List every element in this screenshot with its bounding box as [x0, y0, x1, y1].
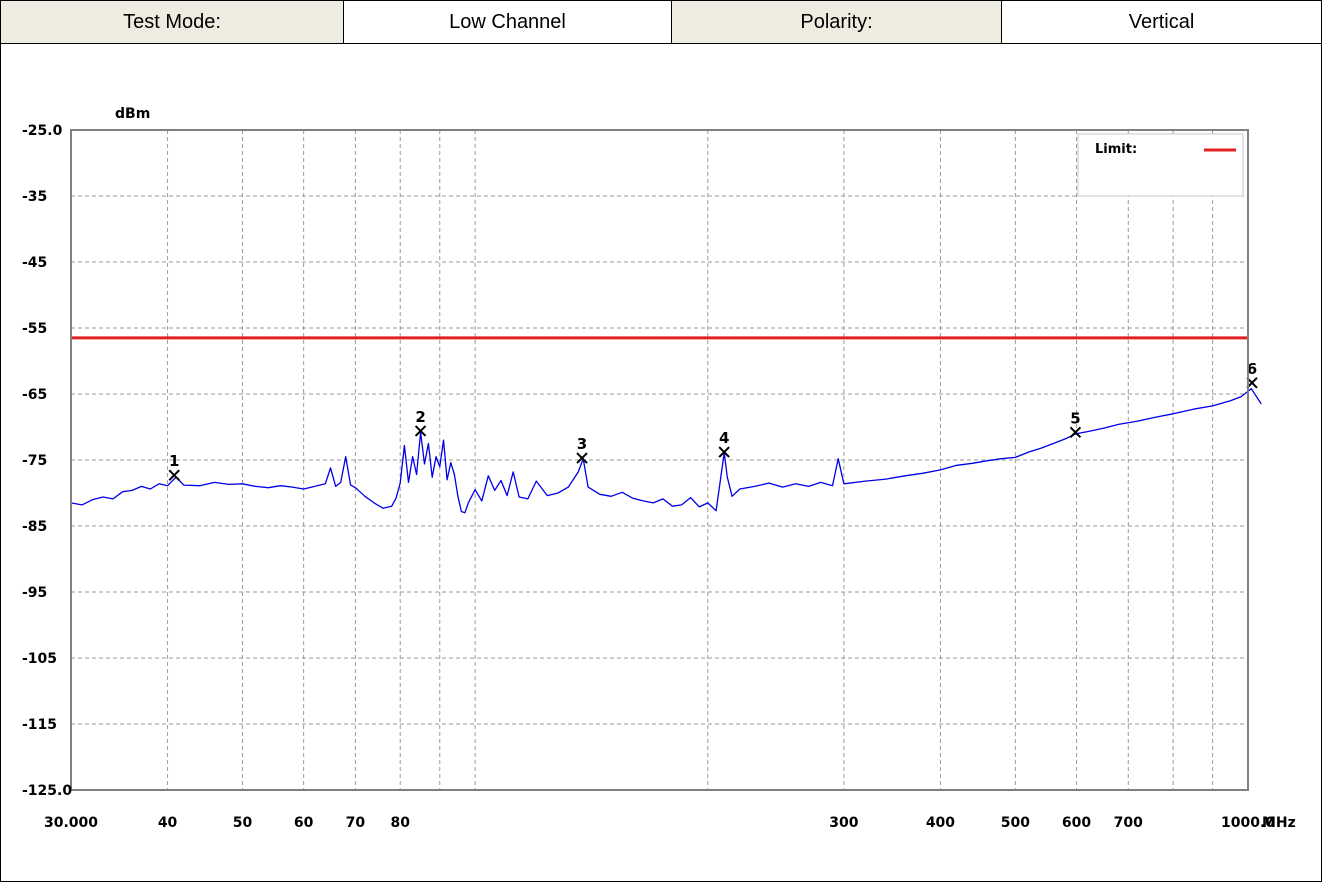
plot-border [70, 129, 1249, 791]
legend-box [1077, 133, 1244, 197]
x-tick-label: 700 [1114, 815, 1143, 831]
trace-group [70, 388, 1262, 514]
marker: 3 [576, 435, 588, 464]
x-tick-label: 400 [926, 815, 955, 831]
legend-limit-label: Limit: [1095, 142, 1137, 157]
x-tick-label: 80 [390, 815, 410, 831]
y-tick-label: -35 [22, 189, 47, 205]
y-tick-label: -65 [22, 387, 47, 403]
y-tick-label: -25.0 [22, 123, 63, 139]
grid [71, 130, 1248, 790]
marker: 4 [718, 429, 730, 458]
y-tick-label: -115 [22, 717, 57, 733]
y-tick-labels: -25.0 -35 -45 -55 -65 -75 -85 -95 -105 -115 -125.0 [22, 123, 72, 799]
chart-background [18, 98, 1308, 838]
marker-label: 3 [577, 435, 587, 453]
y-tick-label: -45 [22, 255, 47, 271]
marker-cross-b [168, 469, 180, 481]
y-tick-label: -55 [22, 321, 47, 337]
marker-cross-b [576, 452, 588, 464]
marker: 2 [414, 408, 427, 437]
x-tick-label: 30.000 [44, 815, 98, 831]
y-tick-label: -125.0 [22, 783, 72, 799]
marker-cross-b [1069, 426, 1082, 438]
x-unit-label: MHz [1262, 815, 1296, 831]
marker-cross-b [718, 446, 730, 458]
x-tick-label: 1000.0 [1221, 815, 1275, 831]
y-tick-label: -85 [22, 519, 47, 535]
x-tick-label: 70 [346, 815, 366, 831]
test-mode-value: Low Channel [343, 0, 672, 44]
test-info-header: Test Mode: Low Channel Polarity: Vertica… [0, 0, 1322, 44]
polarity-value: Vertical [1001, 0, 1322, 44]
y-unit-label: dBm [115, 106, 150, 122]
y-tick-label: -95 [22, 585, 47, 601]
test-mode-label: Test Mode: [0, 0, 344, 44]
x-tick-labels: 30.000 40 50 60 70 80 300 400 500 600 700 1000.0 [44, 815, 1275, 831]
marker-label: 4 [719, 429, 729, 447]
marker-cross-b [414, 425, 427, 437]
axes [70, 129, 1249, 791]
marker: 1 [168, 452, 180, 481]
marker-label: 6 [1247, 360, 1257, 378]
marker-label: 1 [169, 452, 179, 470]
x-tick-label: 600 [1062, 815, 1091, 831]
marker-label: 2 [415, 408, 425, 426]
emission-chart: 1 2 3 4 5 6 -25.0 -35 -45 -55 -65 -75 -85 -95 -105 -11… [18, 98, 1308, 838]
y-tick-label: -75 [22, 453, 47, 469]
marker-label: 5 [1070, 409, 1080, 427]
y-tick-label: -105 [22, 651, 57, 667]
x-tick-label: 40 [158, 815, 178, 831]
x-tick-label: 50 [233, 815, 253, 831]
polarity-label: Polarity: [671, 0, 1002, 44]
x-tick-label: 300 [829, 815, 858, 831]
x-tick-label: 60 [294, 815, 314, 831]
legend: Limit: [1077, 133, 1244, 197]
measurement-trace [70, 388, 1262, 514]
x-tick-label: 500 [1001, 815, 1030, 831]
marker: 5 [1069, 409, 1082, 438]
